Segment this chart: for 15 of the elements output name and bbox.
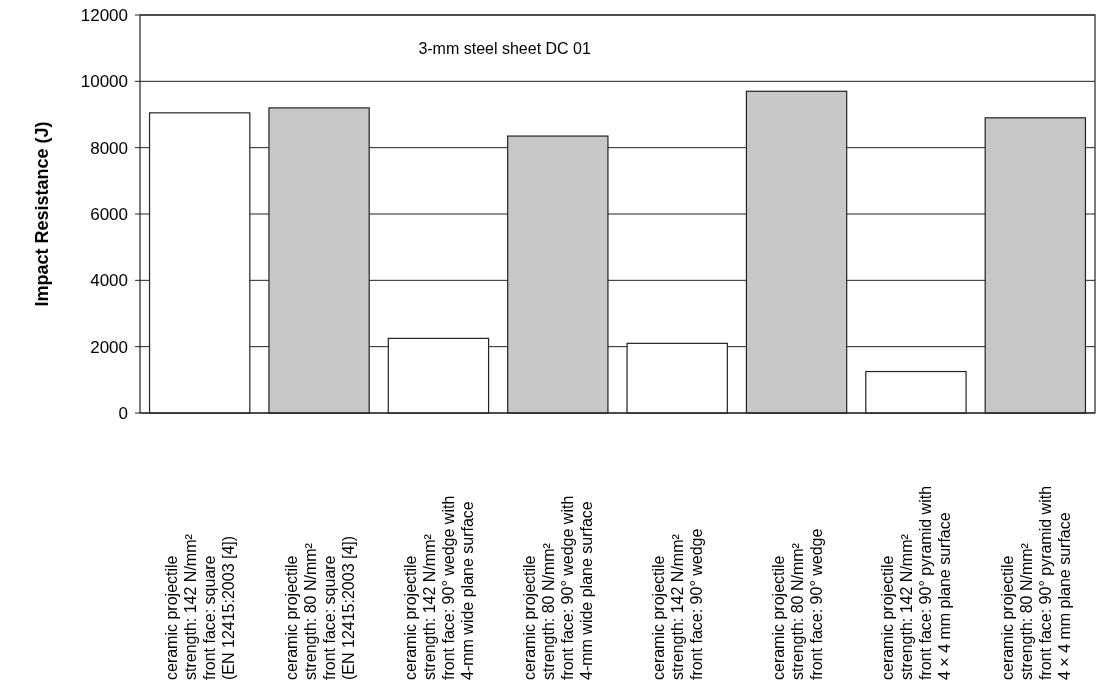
y-tick-label: 8000: [90, 138, 128, 158]
x-tick-label: ceramic projectile strength: 142 N/mm² front face: 90° wedge: [650, 528, 706, 680]
y-tick-label: 6000: [90, 204, 128, 224]
y-tick-label: 12000: [80, 5, 128, 25]
x-tick-label: ceramic projectile strength: 142 N/mm² front face: square (EN 12415:2003 [4]): [163, 533, 238, 680]
y-axis-title: Impact Resistance (J): [32, 121, 52, 307]
y-tick-label: 4000: [90, 271, 128, 291]
y-tick-label: 10000: [80, 72, 128, 92]
x-tick-label: ceramic projectile strength: 80 N/mm² front face: 90° wedge: [769, 528, 825, 680]
annotation: 3-mm steel sheet DC 01: [418, 40, 591, 58]
x-tick-label: ceramic projectile strength: 80 N/mm² front face: 90° wedge with 4-mm wide plane surface: [521, 495, 596, 680]
y-tick-label: 2000: [90, 337, 128, 357]
y-tick-label: 0: [118, 403, 128, 423]
x-tick-label: ceramic projectile strength: 80 N/mm² front face: square (EN 12415:2003 [4]): [282, 535, 357, 680]
x-tick-label: ceramic projectile strength: 142 N/mm² front face: 90° wedge with 4-mm wide plane surface: [401, 495, 476, 680]
